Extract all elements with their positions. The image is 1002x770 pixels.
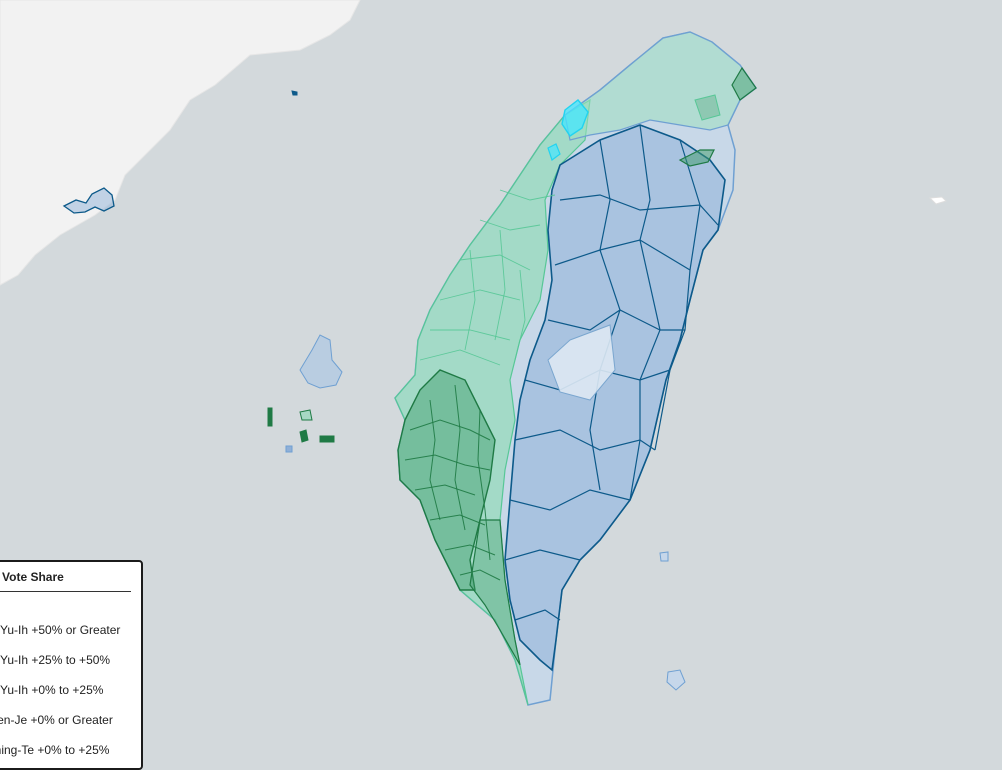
legend-title: Vote Share <box>2 570 64 584</box>
penghu-islands <box>267 334 343 453</box>
legend-item: Yu-Ih +50% or Greater <box>0 623 121 637</box>
southwest-strong-dpp <box>397 369 496 591</box>
legend-item: Wen-Je +0% or Greater <box>0 713 113 727</box>
kinmen-island <box>62 187 115 214</box>
southwest-district-lines <box>404 384 501 581</box>
mountain-district-lines <box>504 124 719 621</box>
small-islet <box>928 196 947 205</box>
legend-divider <box>0 591 131 592</box>
legend-item: Yu-Ih +0% to +25% <box>0 683 104 697</box>
green-island <box>659 551 669 562</box>
pingtung-dpp <box>469 519 521 666</box>
taipei-dpp <box>694 94 721 121</box>
hsinchu-tpp <box>561 99 589 137</box>
matsu-island <box>291 90 298 96</box>
central-mountains-kmt <box>504 124 726 672</box>
legend: Vote Share Yu-Ih +50% or Greater Yu-Ih +… <box>0 560 143 770</box>
legend-item: Ching-Te +0% to +25% <box>0 743 110 757</box>
mainland-coast <box>0 0 361 286</box>
taoyuan-tpp <box>547 143 561 161</box>
western-plains-dpp <box>394 98 591 706</box>
legend-item: Yu-Ih +25% to +50% <box>0 653 111 667</box>
keelung-dpp <box>731 66 757 101</box>
yilan-dpp <box>678 149 715 167</box>
central-light-area <box>547 324 616 401</box>
election-map[interactable] <box>0 0 1002 753</box>
western-district-lines <box>419 189 556 366</box>
orchid-island <box>666 669 686 691</box>
northern-districts <box>564 31 757 141</box>
